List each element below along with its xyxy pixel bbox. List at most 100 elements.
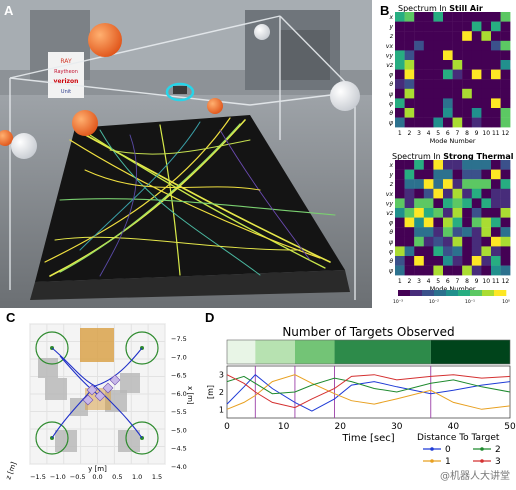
heatmap-cell <box>423 31 434 41</box>
x-tick-label: −4.5 <box>171 445 187 453</box>
heatmap-cell <box>452 40 463 51</box>
heatmap-cell <box>462 198 472 209</box>
heatmap-cell <box>462 217 472 228</box>
heatmap-cell <box>462 21 472 32</box>
heatmap-cell <box>452 265 463 276</box>
heatmap-cell <box>481 265 492 276</box>
heatmap-cell <box>423 50 434 61</box>
heatmap-cell <box>481 256 492 266</box>
heatmap-cell <box>423 108 434 118</box>
heatmap-col-label: 9 <box>475 130 479 137</box>
heatmap-cell <box>395 79 405 89</box>
heatmap-cell <box>414 236 424 247</box>
heatmap-cell <box>471 208 482 218</box>
heatmap-col-label: 4 <box>427 130 431 137</box>
heatmap-cell <box>462 117 472 128</box>
heatmap-cell <box>491 12 501 22</box>
heatmap-cell <box>423 79 434 89</box>
heatmap-cell <box>462 246 472 257</box>
heatmap-col-label: 4 <box>427 278 431 285</box>
heatmap-cell <box>452 60 463 70</box>
heatmap-cell <box>443 60 453 70</box>
heatmap-cell <box>433 88 444 99</box>
heatmap-cell <box>452 217 463 228</box>
heatmap-cell <box>414 60 424 70</box>
heatmap-cell <box>433 208 444 218</box>
heatmap-cell <box>452 198 463 209</box>
heatmap-cell <box>433 108 444 118</box>
heatmap-cell <box>404 50 415 61</box>
heatmap-cell <box>471 88 482 99</box>
obstacle <box>45 378 67 400</box>
heatmap-cell <box>414 208 424 218</box>
heatmap-col-label: 11 <box>492 278 500 285</box>
heatmap-cell <box>500 12 511 22</box>
heatmap-cell <box>471 69 482 80</box>
heatmap-cell <box>471 98 482 109</box>
heatmap-cell <box>423 98 434 109</box>
heatmap-cell <box>395 31 405 41</box>
heatmap-cell <box>404 88 415 99</box>
heatmap-row-label: vx <box>386 43 394 50</box>
heatmap-cell <box>433 236 444 247</box>
y-tick-label: 1 <box>219 405 224 414</box>
heatmap-cell <box>433 21 444 32</box>
heatmap-cell <box>414 50 424 61</box>
colorbar-tick: 10⁻¹ <box>465 299 475 305</box>
heatmap-row-label: ψ <box>389 268 394 275</box>
heatmap-cell <box>462 31 472 41</box>
heatmap-cell <box>471 179 482 189</box>
heatmap-xlabel: Mode Number <box>430 285 476 293</box>
heatmap-cell <box>433 179 444 189</box>
heatmap-cell <box>462 12 472 22</box>
heatmap-cell <box>491 217 501 228</box>
heatmap-cell <box>404 31 415 41</box>
heatmap-cell <box>500 31 511 41</box>
heatmap-cell <box>404 198 415 209</box>
heatmap-cell <box>433 160 444 170</box>
heatmap-cell <box>443 40 453 51</box>
heatmap-col-label: 12 <box>502 130 510 137</box>
heatmap-cell <box>481 117 492 128</box>
heatmap-row-label: θ <box>389 258 393 265</box>
heatmap-cell <box>395 21 405 32</box>
heatmap-cell <box>433 265 444 276</box>
heatmap-cell <box>500 50 511 61</box>
heatmap-cell <box>481 208 492 218</box>
heatmap-cell <box>491 21 501 32</box>
heatmap-cell <box>471 169 482 180</box>
heatmap-row-label: φ <box>389 72 393 79</box>
heatmap-cell <box>452 50 463 61</box>
heatmap-cell <box>395 160 405 170</box>
heatmap-cell <box>433 79 444 89</box>
x-tick-label: −5.0 <box>171 426 187 434</box>
heatmap-cell <box>491 98 501 109</box>
targets-band <box>227 340 256 364</box>
heatmap-thermal-title: Spectrum In Strong Thermal <box>392 152 514 161</box>
x-tick-label: 40 <box>448 422 460 432</box>
heatmap-row-label: vy <box>386 200 394 207</box>
heatmap-cell <box>471 108 482 118</box>
heatmap-cell <box>395 227 405 237</box>
obstacle <box>70 398 88 416</box>
series-line <box>226 375 511 395</box>
drone-marker <box>86 384 98 396</box>
watermark: @机器人大讲堂 <box>440 471 510 482</box>
heatmap-cell <box>423 179 434 189</box>
heatmap-cell <box>395 40 405 51</box>
heatmap-cell <box>481 236 492 247</box>
heatmap-cell <box>491 236 501 247</box>
heatmap-cell <box>491 117 501 128</box>
heatmap-cell <box>452 179 463 189</box>
heatmap-cell <box>452 160 463 170</box>
heatmap-cell <box>471 256 482 266</box>
heatmap-cell <box>452 256 463 266</box>
heatmap-cell <box>500 160 511 170</box>
drone-marker <box>102 382 114 394</box>
heatmap-cell <box>481 108 492 118</box>
heatmap-cell <box>414 21 424 32</box>
heatmap-cell <box>500 179 511 189</box>
sign-text: verizon <box>54 78 79 85</box>
heatmap-cell <box>500 208 511 218</box>
